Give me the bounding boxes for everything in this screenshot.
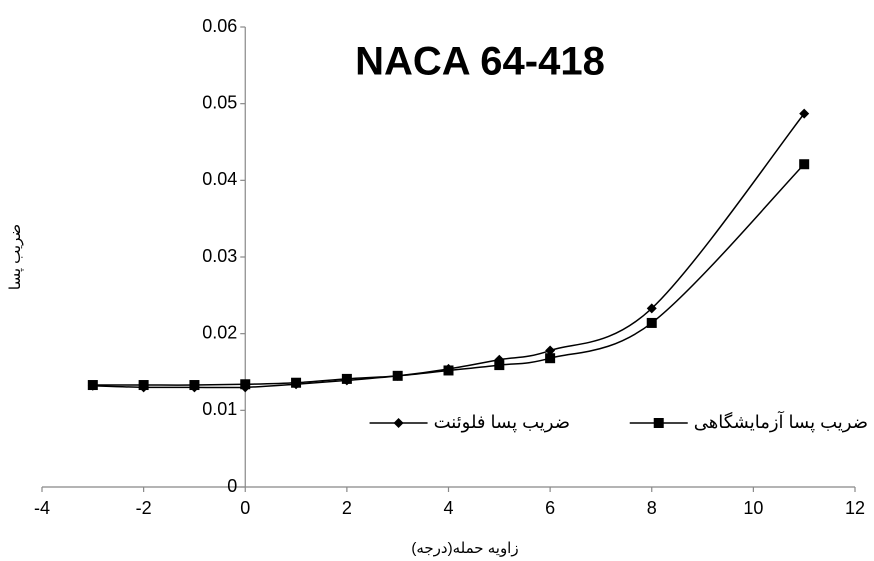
x-tick-label: 12 <box>845 498 865 518</box>
x-tick-label: 4 <box>443 498 453 518</box>
y-tick-label: 0.05 <box>202 92 237 112</box>
x-axis-title: زاویه حمله(درجه) <box>411 540 518 557</box>
series-line <box>92 163 805 386</box>
x-tick-label: 6 <box>545 498 555 518</box>
y-tick-label: 0.01 <box>202 399 237 419</box>
y-tick-label: 0.02 <box>202 322 237 342</box>
data-point <box>545 345 556 356</box>
data-point <box>138 380 149 391</box>
y-tick-label: 0.06 <box>202 16 237 36</box>
legend-marker <box>653 418 664 428</box>
chart-title: NACA 64-418 <box>355 40 605 84</box>
data-point <box>545 353 556 364</box>
legend-marker <box>393 418 404 428</box>
y-tick-label: 0.04 <box>202 169 237 189</box>
x-tick-label: -2 <box>136 498 152 518</box>
x-tick-label: 10 <box>743 498 763 518</box>
data-point <box>291 377 302 388</box>
x-tick-label: -4 <box>34 498 50 518</box>
y-tick-label: 0 <box>227 476 237 496</box>
y-tick-label: 0.03 <box>202 246 237 266</box>
x-tick-label: 8 <box>647 498 657 518</box>
x-tick-label: 2 <box>342 498 352 518</box>
y-axis-title: ضریب پسا <box>7 224 25 290</box>
series-line <box>92 113 805 389</box>
data-point <box>240 379 251 390</box>
data-point <box>392 370 403 381</box>
data-point <box>87 380 98 391</box>
data-point <box>341 373 352 384</box>
data-point <box>799 159 810 170</box>
data-point <box>799 108 810 119</box>
legend-label: ضریب پسا آزمایشگاهی <box>694 410 868 433</box>
data-point <box>646 303 657 314</box>
legend-label: ضریب پسا فلوئنت <box>434 412 570 433</box>
data-point <box>443 365 454 376</box>
data-point <box>646 317 657 328</box>
data-point <box>189 380 200 391</box>
x-tick-label: 0 <box>240 498 250 518</box>
data-point <box>494 360 505 371</box>
